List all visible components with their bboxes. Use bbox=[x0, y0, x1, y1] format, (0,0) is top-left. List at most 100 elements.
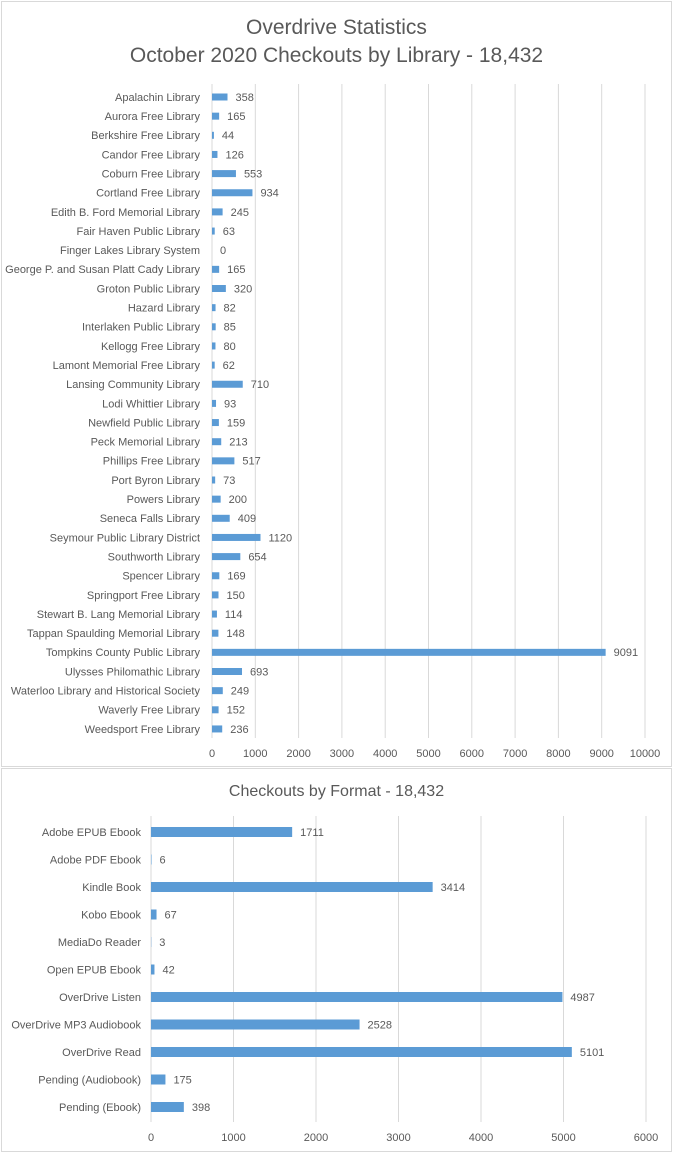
x-tick-label: 2000 bbox=[286, 748, 310, 760]
bar bbox=[151, 992, 563, 1002]
data-label: 165 bbox=[227, 111, 245, 123]
data-label: 159 bbox=[227, 417, 245, 429]
bar bbox=[212, 304, 216, 312]
data-label: 249 bbox=[231, 686, 249, 698]
bar bbox=[212, 706, 219, 714]
category-label: Kobo Ebook bbox=[81, 909, 141, 921]
category-label: Seneca Falls Library bbox=[100, 513, 201, 525]
bar bbox=[212, 591, 219, 599]
bar bbox=[212, 476, 216, 484]
data-label: 409 bbox=[238, 513, 256, 525]
data-label: 2528 bbox=[368, 1019, 392, 1031]
data-label: 63 bbox=[223, 226, 235, 238]
bar bbox=[212, 227, 215, 235]
data-label: 1711 bbox=[300, 827, 324, 839]
data-label: 213 bbox=[229, 437, 247, 449]
bar bbox=[151, 1074, 166, 1085]
x-tick-label: 1000 bbox=[243, 748, 267, 760]
bar bbox=[212, 323, 216, 331]
data-label: 4987 bbox=[570, 992, 594, 1004]
data-label: 114 bbox=[225, 609, 243, 621]
category-label: Lamont Memorial Free Library bbox=[53, 360, 201, 372]
x-tick-label: 5000 bbox=[416, 748, 440, 760]
category-label: Cortland Free Library bbox=[96, 188, 200, 200]
data-label: 5101 bbox=[580, 1047, 604, 1059]
category-label: OverDrive MP3 Audiobook bbox=[11, 1019, 141, 1031]
category-label: Apalachin Library bbox=[115, 92, 200, 104]
category-label: Finger Lakes Library System bbox=[60, 245, 200, 257]
data-label: 398 bbox=[192, 1102, 210, 1114]
bar bbox=[151, 1019, 360, 1030]
category-label: Hazard Library bbox=[128, 303, 201, 315]
category-label: Lodi Whittier Library bbox=[102, 398, 200, 410]
x-tick-label: 4000 bbox=[469, 1132, 493, 1144]
category-label: Adobe EPUB Ebook bbox=[42, 827, 142, 839]
category-label: Phillips Free Library bbox=[103, 456, 201, 468]
data-label: 934 bbox=[260, 188, 278, 200]
library-checkouts-chart: Overdrive Statistics October 2020 Checko… bbox=[1, 1, 672, 767]
category-label: Port Byron Library bbox=[111, 475, 200, 487]
bar bbox=[212, 648, 606, 656]
data-label: 126 bbox=[225, 149, 243, 161]
bar bbox=[212, 725, 223, 733]
category-label: Kellogg Free Library bbox=[101, 341, 201, 353]
category-label: Open EPUB Ebook bbox=[47, 964, 142, 976]
category-label: Peck Memorial Library bbox=[91, 437, 201, 449]
data-label: 200 bbox=[229, 494, 247, 506]
data-label: 693 bbox=[250, 666, 268, 678]
bar bbox=[212, 668, 243, 675]
bar bbox=[212, 150, 218, 158]
data-label: 169 bbox=[227, 571, 245, 583]
category-label: Powers Library bbox=[127, 494, 201, 506]
x-tick-label: 9000 bbox=[589, 748, 613, 760]
data-label: 42 bbox=[162, 964, 174, 976]
category-label: Coburn Free Library bbox=[102, 168, 201, 180]
x-tick-label: 8000 bbox=[546, 748, 570, 760]
data-label: 517 bbox=[242, 456, 260, 468]
data-label: 93 bbox=[224, 398, 236, 410]
data-label: 9091 bbox=[614, 647, 638, 659]
category-label: Groton Public Library bbox=[97, 283, 201, 295]
data-label: 73 bbox=[223, 475, 235, 487]
category-label: Interlaken Public Library bbox=[82, 322, 201, 334]
data-label: 82 bbox=[224, 303, 236, 315]
data-label: 553 bbox=[244, 168, 262, 180]
data-label: 44 bbox=[222, 130, 234, 142]
category-label: Ulysses Philomathic Library bbox=[65, 666, 201, 678]
data-label: 654 bbox=[248, 551, 266, 563]
x-tick-label: 3000 bbox=[386, 1132, 410, 1144]
data-label: 3 bbox=[159, 937, 165, 949]
bar bbox=[212, 610, 217, 618]
bar bbox=[212, 93, 228, 101]
x-tick-label: 0 bbox=[209, 748, 215, 760]
category-label: Lansing Community Library bbox=[66, 379, 200, 391]
data-label: 320 bbox=[234, 283, 252, 295]
bar bbox=[212, 380, 243, 388]
chart-title: Checkouts by Format - 18,432 bbox=[228, 783, 445, 800]
data-label: 236 bbox=[230, 724, 248, 736]
data-label: 175 bbox=[173, 1074, 191, 1086]
category-label: Seymour Public Library District bbox=[50, 532, 200, 544]
category-label: Spencer Library bbox=[122, 571, 200, 583]
bar bbox=[212, 170, 236, 178]
bar bbox=[212, 112, 220, 120]
bar bbox=[212, 399, 217, 407]
data-label: 1120 bbox=[268, 532, 292, 544]
category-label: Pending (Ebook) bbox=[59, 1102, 141, 1114]
bar bbox=[212, 687, 223, 695]
category-label: Berkshire Free Library bbox=[91, 130, 200, 142]
bar bbox=[212, 208, 223, 216]
x-tick-label: 0 bbox=[148, 1132, 154, 1144]
data-label: 148 bbox=[226, 628, 244, 640]
format-checkouts-chart: Checkouts by Format - 18,432 0 1000 2000 30… bbox=[1, 768, 672, 1152]
data-label: 3414 bbox=[441, 882, 465, 894]
category-label: Waverly Free Library bbox=[98, 705, 200, 717]
bar bbox=[151, 827, 293, 837]
bar bbox=[212, 629, 219, 637]
x-tick-label: 1000 bbox=[221, 1132, 245, 1144]
bar bbox=[151, 1102, 184, 1112]
data-label: 245 bbox=[231, 207, 249, 219]
x-tick-label: 3000 bbox=[330, 748, 354, 760]
bar bbox=[212, 438, 222, 446]
bar bbox=[212, 572, 220, 580]
